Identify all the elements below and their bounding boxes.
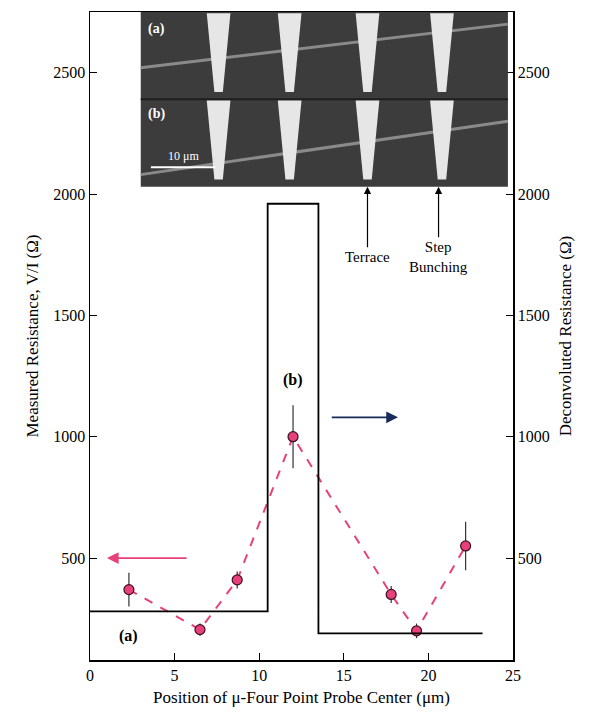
svg-text:StepBunching: StepBunching: [409, 239, 468, 275]
svg-text:Deconvoluted Resistance (Ω): Deconvoluted Resistance (Ω): [556, 236, 575, 437]
svg-text:10: 10: [251, 667, 267, 684]
svg-text:1000: 1000: [518, 428, 550, 445]
svg-text:500: 500: [518, 550, 542, 567]
svg-text:Position of μ-Four Point Probe: Position of μ-Four Point Probe Center (μ…: [153, 688, 450, 707]
svg-text:1000: 1000: [53, 428, 85, 445]
svg-text:(a): (a): [119, 627, 138, 645]
svg-text:500: 500: [61, 550, 85, 567]
svg-text:2500: 2500: [53, 64, 85, 81]
svg-text:1500: 1500: [53, 307, 85, 324]
svg-text:10 μm: 10 μm: [168, 149, 199, 163]
svg-text:15: 15: [336, 667, 352, 684]
svg-text:20: 20: [420, 667, 436, 684]
svg-text:2500: 2500: [518, 64, 550, 81]
svg-text:Measured Resistance, V/I (Ω): Measured Resistance, V/I (Ω): [23, 234, 42, 437]
svg-text:5: 5: [171, 667, 179, 684]
svg-text:(a): (a): [148, 21, 165, 37]
svg-text:25: 25: [505, 667, 521, 684]
svg-text:(b): (b): [148, 106, 165, 122]
svg-text:2000: 2000: [53, 186, 85, 203]
svg-text:(b): (b): [283, 371, 303, 389]
svg-text:Terrace: Terrace: [345, 249, 390, 265]
svg-text:1500: 1500: [518, 307, 550, 324]
svg-text:0: 0: [86, 667, 94, 684]
svg-text:2000: 2000: [518, 186, 550, 203]
